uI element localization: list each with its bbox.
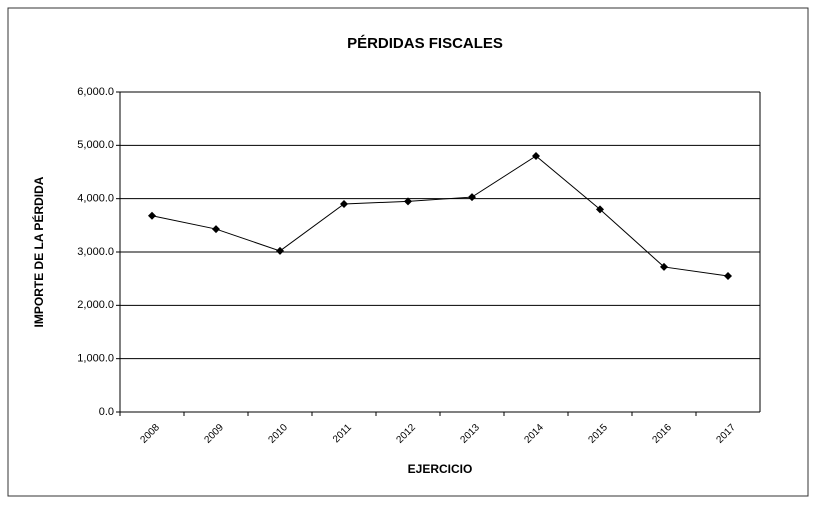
y-tick-label: 2,000.0 (77, 299, 114, 311)
marker (468, 193, 476, 202)
marker (532, 152, 540, 160)
chart-title: PÉRDIDAS FISCALES (347, 35, 503, 52)
marker (724, 272, 732, 280)
marker (212, 225, 220, 234)
y-tick-label: 1,000.0 (77, 353, 114, 365)
marker (340, 200, 348, 208)
marker (596, 205, 604, 214)
y-axis-title: IMPORTE DE LA PÉRDIDA (31, 176, 46, 327)
y-tick-label: 4,000.0 (77, 193, 114, 205)
y-tick-label: 6,000.0 (77, 86, 114, 98)
marker (148, 211, 156, 220)
line (151, 155, 729, 277)
y-tick-label: 5,000.0 (77, 139, 114, 151)
x-axis-title: EJERCICIO (408, 462, 473, 476)
y-tick-label: 3,000.0 (77, 246, 114, 258)
marker (404, 197, 412, 206)
marker (660, 262, 668, 271)
y-tick-label: 0.0 (99, 406, 114, 418)
marker (276, 246, 284, 255)
